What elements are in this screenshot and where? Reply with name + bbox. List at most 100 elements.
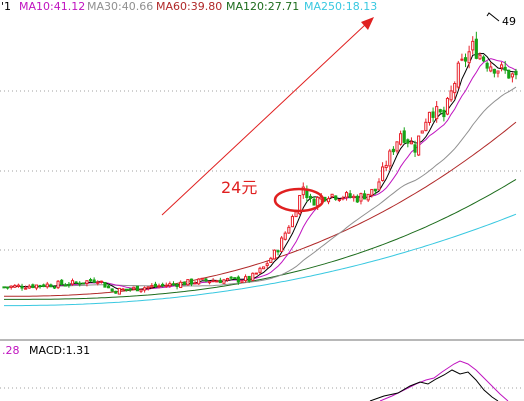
candle-body — [222, 279, 226, 284]
candle — [135, 285, 139, 292]
candle — [262, 266, 266, 270]
candle-body — [265, 263, 269, 267]
candle — [236, 275, 240, 285]
candle — [143, 286, 147, 293]
candle-body — [463, 57, 468, 62]
candle — [200, 277, 204, 280]
candle-body — [276, 250, 280, 253]
candle — [460, 53, 464, 62]
candle — [204, 277, 208, 283]
candle-body — [218, 279, 222, 284]
candle-body — [63, 284, 67, 287]
candle-body — [42, 284, 46, 288]
candle — [474, 31, 478, 60]
candle — [413, 140, 417, 157]
candle — [355, 194, 359, 203]
candle-body — [24, 287, 28, 290]
candle — [352, 194, 356, 202]
candle — [424, 118, 428, 132]
candle-body — [236, 276, 240, 283]
candle — [287, 225, 291, 234]
candle — [27, 284, 31, 289]
candle — [370, 188, 374, 198]
candle — [106, 283, 111, 289]
candle-body — [52, 286, 57, 289]
candle-body — [207, 281, 212, 284]
candle — [78, 281, 82, 287]
candle — [2, 286, 6, 289]
candle — [197, 278, 201, 286]
candle — [384, 160, 388, 172]
candle-body — [467, 51, 471, 64]
candle-body — [316, 196, 320, 207]
candle — [420, 130, 424, 134]
candle — [467, 45, 471, 69]
candle — [182, 281, 186, 286]
candle-body — [2, 286, 6, 289]
candle — [240, 280, 244, 283]
candle — [305, 185, 309, 203]
candle — [348, 190, 352, 199]
candle-body — [189, 278, 194, 285]
candle — [211, 278, 215, 283]
candle-body — [146, 286, 150, 289]
candle-body — [60, 279, 64, 285]
candle — [492, 68, 496, 78]
candle-body — [308, 195, 313, 199]
candle-body — [38, 284, 42, 287]
candle-body — [395, 141, 399, 152]
candle — [168, 281, 172, 288]
candle-body — [352, 195, 356, 199]
candle — [507, 69, 511, 79]
ma60-label: MA60:39.80 — [156, 0, 222, 13]
candle-body — [34, 284, 39, 289]
candle-body — [489, 66, 493, 72]
candle — [16, 283, 20, 288]
candle-body — [417, 135, 421, 156]
candle-body — [370, 188, 374, 196]
candle — [265, 261, 269, 269]
candle-body — [514, 70, 518, 76]
candle-body — [225, 277, 230, 281]
candle — [171, 281, 176, 287]
candle — [88, 277, 93, 283]
candle — [20, 283, 24, 291]
ma250-label: MA250:18.13 — [304, 0, 377, 13]
candle — [489, 61, 493, 73]
candle-body — [496, 70, 500, 74]
candle — [456, 60, 460, 90]
candle-body — [117, 287, 121, 295]
candle-body — [438, 109, 442, 113]
candle — [500, 61, 504, 72]
candle-body — [503, 66, 507, 71]
candle-body — [6, 286, 10, 289]
candle — [99, 280, 103, 284]
candle — [13, 284, 17, 288]
candle-body — [56, 280, 60, 289]
candle — [244, 274, 248, 283]
candle-body — [128, 288, 132, 291]
candle — [402, 127, 406, 144]
candle-body — [269, 257, 273, 263]
candle — [247, 275, 251, 283]
candle-body — [121, 288, 125, 291]
candle-body — [272, 249, 276, 260]
candle-body — [74, 281, 78, 284]
candle-body — [384, 164, 388, 169]
candle — [406, 138, 410, 148]
candle-body — [103, 281, 107, 288]
candle — [388, 148, 392, 171]
candle-body — [229, 276, 233, 279]
candle — [409, 137, 414, 145]
candle-body — [45, 283, 49, 288]
candle — [81, 282, 85, 285]
candle — [510, 72, 514, 83]
candle — [391, 146, 395, 155]
candle — [45, 281, 49, 289]
candle-body — [215, 280, 219, 283]
candle-body — [49, 284, 53, 288]
candle — [485, 61, 489, 72]
candle — [31, 283, 35, 289]
candle — [438, 108, 442, 114]
